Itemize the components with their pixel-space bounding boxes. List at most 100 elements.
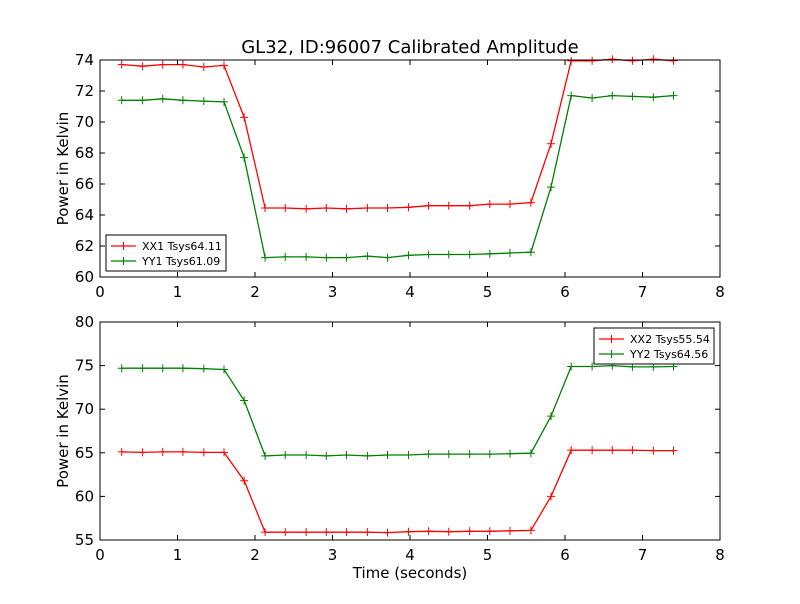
- data-point: [138, 62, 147, 71]
- data-point: [588, 446, 597, 455]
- data-point: [363, 204, 372, 213]
- data-point: [485, 527, 494, 536]
- data-point: [178, 447, 187, 456]
- data-point: [608, 446, 617, 455]
- y-tick-label: 62: [75, 237, 94, 255]
- legend-box: [105, 234, 227, 272]
- y-tick-label: 68: [75, 144, 94, 162]
- series-1: [117, 446, 678, 537]
- data-point: [138, 364, 147, 373]
- x-tick-label: 6: [560, 283, 570, 301]
- data-point: [485, 450, 494, 459]
- legend-label: YY2 Tsys64.56: [629, 348, 708, 361]
- data-point: [547, 139, 556, 148]
- data-point: [261, 451, 270, 460]
- data-point: [199, 364, 208, 373]
- y-tick-label: 65: [75, 444, 94, 462]
- data-point: [567, 56, 576, 65]
- data-point: [608, 91, 617, 100]
- data-point: [322, 528, 331, 537]
- data-point: [404, 203, 413, 212]
- data-point: [383, 253, 392, 262]
- data-point: [505, 526, 514, 535]
- y-axis-label: Power in Kelvin: [54, 374, 72, 488]
- data-point: [322, 451, 331, 460]
- y-tick-label: 75: [75, 357, 94, 375]
- x-tick-label: 6: [560, 546, 570, 564]
- legend-label: XX2 Tsys55.54: [630, 333, 710, 346]
- x-tick-label: 2: [250, 283, 260, 301]
- data-point: [322, 253, 331, 262]
- data-point: [669, 56, 678, 65]
- series-line: [121, 94, 674, 259]
- legend-item: YY2 Tsys64.56: [599, 348, 708, 361]
- data-point: [444, 201, 453, 210]
- data-point: [302, 252, 311, 261]
- data-point: [178, 364, 187, 373]
- data-point: [281, 204, 290, 213]
- legend-marker: [119, 242, 128, 250]
- series-line: [121, 449, 674, 534]
- data-point: [261, 528, 270, 537]
- x-tick-label: 2: [250, 546, 260, 564]
- y-tick-label: 60: [75, 487, 94, 505]
- data-point: [342, 204, 351, 213]
- data-point: [444, 250, 453, 259]
- data-point: [505, 248, 514, 257]
- data-point: [240, 113, 249, 122]
- data-point: [117, 60, 126, 69]
- data-point: [158, 60, 167, 69]
- data-point: [567, 362, 576, 371]
- data-point: [404, 450, 413, 459]
- data-point: [628, 446, 637, 455]
- y-tick-label: 74: [75, 51, 94, 69]
- data-point: [628, 56, 637, 65]
- x-tick-label: 0: [95, 546, 105, 564]
- legend-item: XX2 Tsys55.54: [599, 333, 710, 346]
- data-point: [649, 446, 658, 455]
- data-point: [158, 364, 167, 373]
- data-point: [649, 93, 658, 102]
- data-point: [485, 200, 494, 209]
- data-point: [322, 204, 331, 213]
- data-point: [465, 450, 474, 459]
- data-point: [342, 528, 351, 537]
- data-point: [117, 364, 126, 373]
- legend: XX1 Tsys64.11 YY1 Tsys61.09: [105, 234, 227, 272]
- x-tick-label: 3: [328, 546, 338, 564]
- data-point: [567, 91, 576, 100]
- data-point: [628, 92, 637, 101]
- x-tick-label: 7: [638, 283, 648, 301]
- series-line: [121, 58, 674, 210]
- data-point: [465, 201, 474, 210]
- data-point: [383, 204, 392, 213]
- data-point: [199, 97, 208, 106]
- x-tick-label: 8: [715, 546, 725, 564]
- data-point: [199, 62, 208, 71]
- data-point: [138, 448, 147, 457]
- data-point: [138, 96, 147, 105]
- data-point: [669, 91, 678, 100]
- chart-panel-1: 0 1 2 3 4 5 6 7 8 60 62 64 66 68 70 72 74 Power in Kelvin…: [54, 51, 725, 301]
- series-2: [117, 91, 678, 262]
- data-point: [649, 55, 658, 64]
- data-point: [547, 412, 556, 421]
- data-point: [220, 97, 228, 106]
- data-point: [158, 447, 167, 456]
- data-point: [485, 249, 494, 258]
- data-point: [526, 449, 535, 458]
- data-point: [302, 528, 311, 537]
- data-point: [505, 449, 514, 458]
- data-point: [424, 527, 433, 536]
- data-point: [404, 251, 413, 260]
- data-point: [281, 450, 290, 459]
- data-point: [199, 448, 208, 457]
- x-tick-label: 1: [173, 283, 183, 301]
- x-tick-label: 4: [405, 283, 415, 301]
- data-point: [178, 96, 187, 105]
- data-point: [240, 476, 249, 485]
- legend-marker: [607, 350, 616, 358]
